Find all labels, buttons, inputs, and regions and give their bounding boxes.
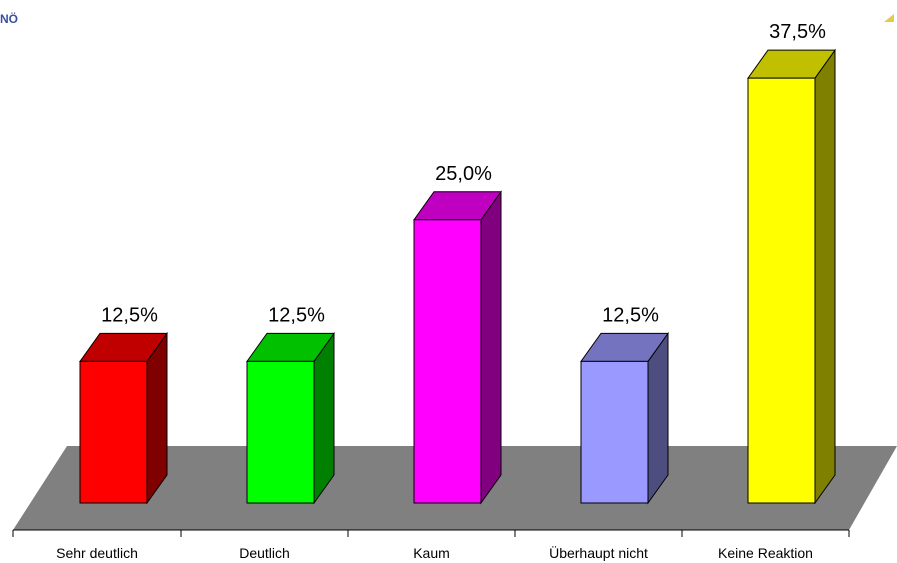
bar — [747, 77, 816, 504]
x-tick-label: Kaum — [413, 545, 450, 561]
bars-layer — [79, 48, 836, 505]
data-label: 12,5% — [602, 304, 659, 326]
corner-mark-icon — [884, 14, 894, 22]
data-label: 37,5% — [769, 21, 826, 43]
value-labels-layer: 12,5% Sehr deutlich 12,5% Deutlich 25,0% Kaum… — [56, 21, 826, 561]
data-label: 25,0% — [435, 163, 492, 185]
x-tick-label: Keine Reaktion — [718, 545, 813, 561]
bar — [246, 360, 315, 504]
bar — [79, 360, 148, 504]
x-axis — [12, 529, 850, 537]
x-tick-label: Deutlich — [239, 545, 290, 561]
data-label: 12,5% — [268, 304, 325, 326]
bar — [413, 219, 482, 504]
bar-side-face — [647, 331, 669, 505]
x-tick-label: Überhaupt nicht — [549, 544, 648, 561]
logo-text: NÖ — [0, 12, 18, 26]
data-label: 12,5% — [101, 304, 158, 326]
x-tick-label: Sehr deutlich — [56, 545, 138, 561]
bar — [580, 360, 649, 504]
bar-side-face — [814, 48, 836, 505]
bar-side-face — [146, 331, 168, 505]
bar-side-face — [313, 331, 335, 505]
bar-side-face — [480, 190, 502, 505]
